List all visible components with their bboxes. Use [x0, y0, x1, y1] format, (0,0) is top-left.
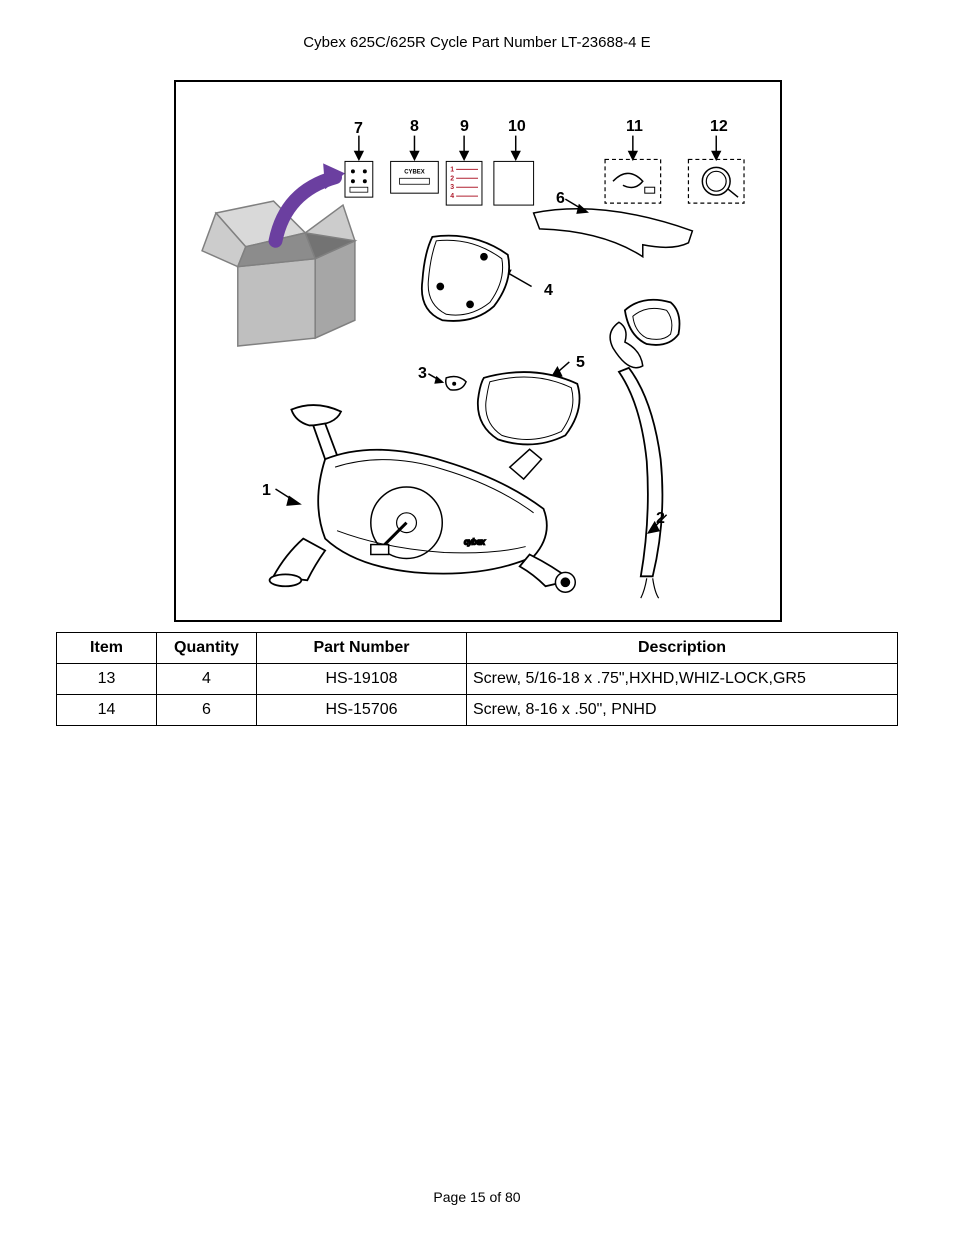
callout-7: 7 — [354, 120, 363, 138]
cell-item: 13 — [57, 664, 157, 695]
callout-10: 10 — [508, 118, 526, 136]
svg-text:1: 1 — [450, 166, 454, 173]
page-number: Page 15 of 80 — [433, 1189, 520, 1205]
svg-text:4: 4 — [450, 193, 454, 200]
part-12-box — [688, 159, 744, 203]
exploded-diagram: CYBEX 1 2 3 4 — [174, 80, 782, 622]
part-4-cover — [422, 236, 509, 321]
part-8-card: CYBEX — [391, 161, 439, 193]
page-footer: Page 15 of 80 — [0, 1189, 954, 1205]
svg-text:3: 3 — [450, 184, 454, 191]
callout-3: 3 — [418, 365, 427, 383]
parts-table: Item Quantity Part Number Description 13… — [56, 632, 898, 726]
part-11-box — [605, 159, 661, 203]
parts-table-wrap: Item Quantity Part Number Description 13… — [56, 632, 898, 726]
part-10-card — [494, 161, 534, 205]
callout-5: 5 — [576, 354, 585, 372]
cell-item: 14 — [57, 695, 157, 726]
callout-6: 6 — [556, 190, 565, 208]
callout-8: 8 — [410, 118, 419, 136]
callout-4: 4 — [544, 282, 553, 300]
cell-qty: 4 — [157, 664, 257, 695]
callout-2: 2 — [656, 510, 665, 528]
doc-title: Cybex 625C/625R Cycle Part Number LT-236… — [303, 34, 650, 51]
cell-desc: Screw, 8-16 x .50", PNHD — [467, 695, 898, 726]
col-desc: Description — [467, 633, 898, 664]
callout-1: 1 — [262, 482, 271, 500]
col-part: Part Number — [257, 633, 467, 664]
svg-text:2: 2 — [450, 175, 454, 182]
cell-qty: 6 — [157, 695, 257, 726]
table-row: 14 6 HS-15706 Screw, 8-16 x .50", PNHD — [57, 695, 898, 726]
svg-text:cybex: cybex — [464, 538, 486, 547]
part-2-upright — [610, 300, 679, 598]
diagram-svg: CYBEX 1 2 3 4 — [176, 82, 780, 620]
part-3-bracket — [428, 374, 466, 390]
part-7-card — [345, 161, 373, 197]
callout-9: 9 — [460, 118, 469, 136]
doc-header: Cybex 625C/625R Cycle Part Number LT-236… — [0, 34, 954, 51]
svg-text:CYBEX: CYBEX — [404, 169, 424, 175]
part-9-card: 1 2 3 4 — [446, 161, 482, 205]
col-item: Item — [57, 633, 157, 664]
cell-desc: Screw, 5/16-18 x .75",HXHD,WHIZ-LOCK,GR5 — [467, 664, 898, 695]
callout-12: 12 — [710, 118, 728, 136]
cell-part: HS-15706 — [257, 695, 467, 726]
callout-11: 11 — [626, 118, 643, 136]
cell-part: HS-19108 — [257, 664, 467, 695]
table-header-row: Item Quantity Part Number Description — [57, 633, 898, 664]
part-5-sidecover — [478, 362, 580, 445]
table-row: 13 4 HS-19108 Screw, 5/16-18 x .75",HXHD… — [57, 664, 898, 695]
col-qty: Quantity — [157, 633, 257, 664]
